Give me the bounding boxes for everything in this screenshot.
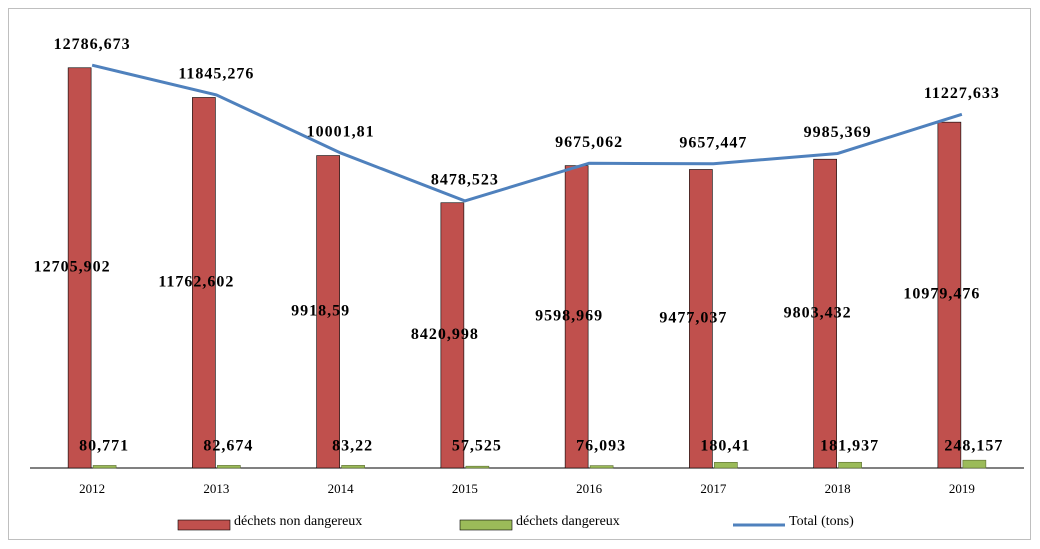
chart-border: [8, 8, 1031, 540]
data-label: 12705,902: [34, 259, 111, 276]
line: [91, 63, 963, 203]
x-tick-label: 2013: [203, 481, 229, 496]
bar: [714, 462, 738, 469]
data-label: 9657,447: [679, 134, 747, 151]
bar: [813, 158, 837, 469]
bar: [465, 465, 490, 469]
bar: [440, 202, 465, 469]
legend-label: déchets non dangereux: [234, 514, 362, 529]
data-label: 82,674: [203, 438, 253, 455]
x-tick-label: 2018: [825, 481, 851, 496]
bar: [589, 465, 614, 469]
bar: [316, 155, 340, 469]
legend-label: déchets dangereux: [516, 514, 620, 529]
data-label: 12786,673: [54, 36, 131, 53]
x-tick-label: 2017: [700, 481, 727, 496]
data-label: 9918,59: [291, 302, 350, 319]
data-label: 11845,276: [178, 66, 254, 83]
legend-swatch: [459, 519, 513, 531]
bar: [217, 465, 241, 469]
bar: [92, 465, 117, 469]
data-label: 11762,602: [158, 273, 234, 290]
data-label: 9675,062: [555, 134, 623, 151]
data-label: 76,093: [576, 438, 626, 455]
data-label: 57,525: [452, 438, 502, 455]
bar: [962, 459, 987, 469]
data-label: 9803,432: [784, 304, 852, 321]
data-label: 10001,81: [307, 124, 375, 141]
bar: [67, 67, 92, 469]
data-label: 248,157: [944, 438, 1003, 455]
data-label: 180,41: [700, 438, 750, 455]
data-label: 9477,037: [659, 309, 727, 326]
data-label: 80,771: [79, 438, 129, 455]
data-label: 9598,969: [535, 307, 603, 324]
data-label: 8420,998: [411, 326, 479, 343]
x-tick-label: 2012: [79, 481, 105, 496]
bar: [937, 121, 962, 469]
data-label: 11227,633: [924, 85, 1000, 102]
x-tick-label: 2019: [949, 481, 975, 496]
data-label: 8478,523: [431, 172, 499, 189]
bar: [689, 169, 713, 469]
x-tick-label: 2014: [328, 481, 355, 496]
x-tick-label: 2015: [452, 481, 478, 496]
legend-label: Total (tons): [789, 514, 854, 529]
bar: [192, 97, 216, 469]
data-label: 83,22: [332, 438, 373, 455]
bar: [341, 465, 365, 469]
bar: [838, 461, 862, 469]
data-label: 10979,476: [903, 286, 980, 303]
data-label: 181,937: [820, 438, 879, 455]
data-label: 9985,369: [804, 124, 872, 141]
legend-swatch: [177, 519, 231, 531]
x-tick-label: 2016: [576, 481, 603, 496]
